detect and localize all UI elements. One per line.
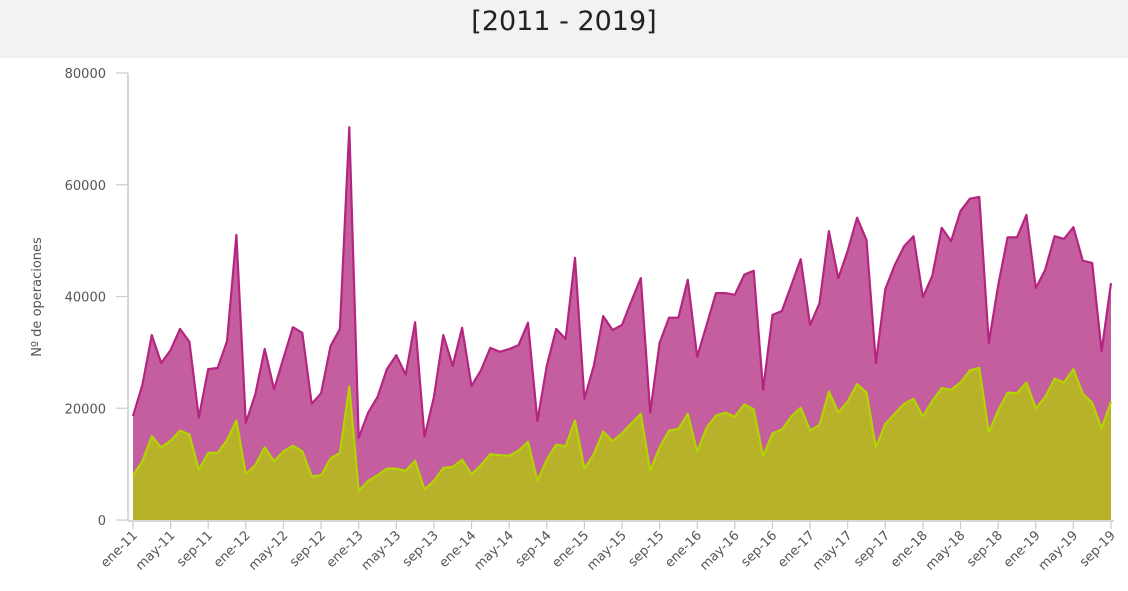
x-tick-label: sep-18: [964, 528, 1006, 570]
x-tick-label: sep-15: [626, 528, 668, 570]
x-tick-label: may-15: [584, 528, 629, 573]
x-tick-label: sep-14: [513, 528, 555, 570]
chart-title: [2011 - 2019]: [471, 6, 657, 37]
series-1-line: [131, 126, 1113, 439]
chart-header: [2011 - 2019]: [0, 0, 1128, 58]
x-tick-label: may-16: [697, 528, 742, 573]
series-2-line: [132, 366, 1113, 492]
x-tick-label: may-12: [246, 528, 291, 573]
x-tick-label: may-14: [471, 528, 516, 573]
x-tick-label: sep-12: [287, 528, 329, 570]
x-tick-label: may-18: [923, 528, 968, 573]
plot-area: [131, 126, 1113, 520]
x-tick-label: sep-16: [738, 528, 780, 570]
x-tick-label: sep-13: [400, 528, 442, 570]
y-axis-label: Nº de operaciones: [30, 237, 45, 357]
x-tick-label: may-19: [1036, 528, 1081, 573]
x-tick-label: sep-19: [1077, 528, 1119, 570]
x-tick-label: may-11: [133, 528, 178, 573]
y-tick-label: 20000: [65, 402, 106, 417]
x-tick-label: may-13: [359, 528, 404, 573]
x-tick-label: may-17: [810, 528, 855, 573]
y-tick-label: 0: [98, 514, 106, 529]
series-2-area: [133, 368, 1111, 520]
x-tick-label: sep-11: [174, 528, 216, 570]
y-tick-label: 80000: [65, 67, 106, 82]
x-tick-label: sep-17: [851, 528, 893, 570]
y-tick-label: 40000: [65, 291, 106, 306]
y-tick-label: 60000: [65, 179, 106, 194]
